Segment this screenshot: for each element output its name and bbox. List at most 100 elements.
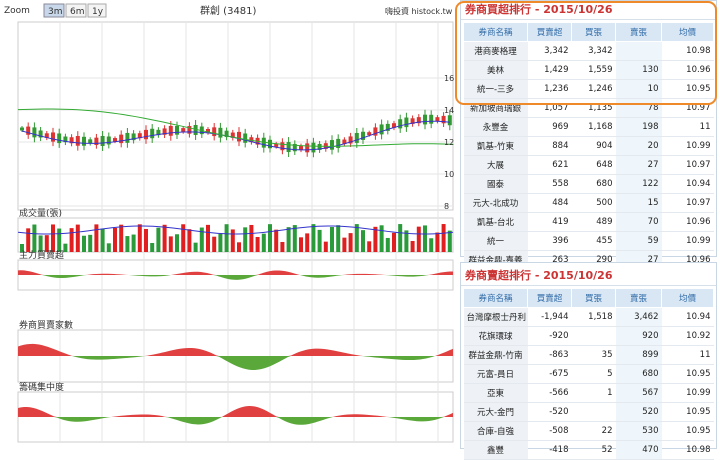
column-header: 券商名稱 [463, 22, 528, 42]
candle [113, 138, 117, 142]
candle [286, 142, 291, 153]
cell: 680 [615, 364, 662, 384]
broker-name[interactable]: 大展 [463, 155, 528, 175]
volume-bar [100, 228, 105, 252]
ma-line [17, 108, 454, 147]
volume-bar [38, 235, 43, 252]
candle [63, 136, 68, 143]
broker-name[interactable]: 國泰 [463, 174, 528, 194]
cell: 11 [661, 117, 714, 137]
volume-bar [336, 225, 341, 252]
broker-name[interactable]: 元大-北成功 [463, 193, 528, 213]
volume-bar [447, 230, 452, 252]
candle [317, 143, 322, 150]
volume-bar [162, 224, 167, 252]
volume-bar [144, 228, 148, 252]
volume-bar [311, 224, 316, 252]
broker-name[interactable]: 凱基-台北 [463, 212, 528, 232]
candle [385, 123, 390, 131]
cell: 10.99 [661, 383, 714, 403]
candle [398, 119, 403, 129]
cell: 969 [527, 117, 572, 137]
broker-name[interactable]: 元富-員日 [463, 364, 528, 384]
cell: 10.98 [661, 41, 714, 61]
volume-bar [218, 233, 223, 252]
zoom-button[interactable]: 6m [70, 7, 85, 17]
broker-name[interactable]: 群益金鼎-竹南 [463, 345, 528, 365]
volume-bar [26, 228, 31, 252]
volume-bar [354, 224, 359, 252]
candle [193, 124, 198, 135]
volume-bar [212, 236, 217, 252]
broker-name[interactable]: 統一 [463, 231, 528, 251]
area [18, 356, 453, 370]
cell: 530 [615, 421, 662, 441]
zoom-button[interactable]: 3m [48, 7, 63, 17]
cell: 59 [615, 231, 662, 251]
volume-bar [181, 224, 186, 252]
cell: 470 [615, 440, 662, 460]
candle [292, 143, 297, 152]
candle [131, 133, 136, 141]
volume-bar [57, 228, 62, 252]
candle [416, 117, 421, 124]
panel-label: 籌碼集中度 [19, 381, 64, 393]
cell: 396 [527, 231, 572, 251]
cell: 27 [615, 155, 662, 175]
cell: 198 [615, 117, 662, 137]
panel-label: 券商買賣家數 [19, 319, 73, 331]
volume-bar [199, 227, 204, 252]
broker-name[interactable]: 台灣摩根士丹利 [463, 307, 528, 327]
zoom-button[interactable]: 1y [92, 7, 104, 17]
cell: 10.95 [661, 402, 714, 422]
volume-bar [224, 224, 229, 252]
area [18, 406, 453, 417]
table-title: 券商賣超排行 - 2015/10/26 [461, 267, 716, 286]
volume-bar [44, 235, 49, 252]
candle [342, 139, 347, 145]
cell: 1,559 [571, 60, 616, 80]
broker-name[interactable]: 凱基-竹東 [463, 136, 528, 156]
cell: -418 [527, 440, 572, 460]
cell: 10.99 [661, 231, 714, 251]
broker-name[interactable]: 永豐金 [463, 117, 528, 137]
cell [571, 326, 616, 346]
volume-bar [168, 236, 173, 252]
cell: 10.97 [661, 193, 714, 213]
candle [311, 142, 316, 153]
chart-title: 群創 (3481) [200, 4, 257, 17]
broker-name[interactable]: 元大-金門 [463, 402, 528, 422]
y-tick-label: 12 [444, 138, 454, 147]
y-tick-label: 8 [444, 202, 449, 211]
broker-name[interactable]: 合庫-自強 [463, 421, 528, 441]
y-tick-label: 16 [444, 74, 454, 83]
broker-name[interactable]: 美林 [463, 60, 528, 80]
volume-bar [348, 233, 353, 252]
broker-name[interactable]: 花旗環球 [463, 326, 528, 346]
volume-bar [150, 242, 155, 252]
volume-bar [119, 224, 124, 252]
candle [162, 128, 167, 135]
volume-bar [206, 224, 210, 252]
area [18, 417, 453, 425]
volume-bar [317, 229, 322, 252]
volume-bar [187, 229, 192, 252]
cell: 10.99 [661, 136, 714, 156]
cell: 648 [571, 155, 616, 175]
cell: 10 [615, 79, 662, 99]
cell [615, 41, 662, 61]
broker-name[interactable]: 亞東 [463, 383, 528, 403]
broker-name[interactable]: 鑫豐 [463, 440, 528, 460]
volume-bar [51, 224, 55, 252]
cell: 920 [615, 326, 662, 346]
broker-name[interactable]: 港商麥格理 [463, 41, 528, 61]
panel-label: 主力買賣超 [19, 249, 64, 261]
y-tick-label: 14 [444, 106, 454, 115]
candle [336, 138, 341, 148]
broker-name[interactable]: 統一-三多 [463, 79, 528, 99]
zoom-label: Zoom [4, 6, 30, 16]
volume-bar [410, 240, 415, 252]
volume-bar [69, 228, 74, 252]
volume-bar [125, 236, 130, 252]
column-header: 買賣超 [527, 288, 572, 308]
